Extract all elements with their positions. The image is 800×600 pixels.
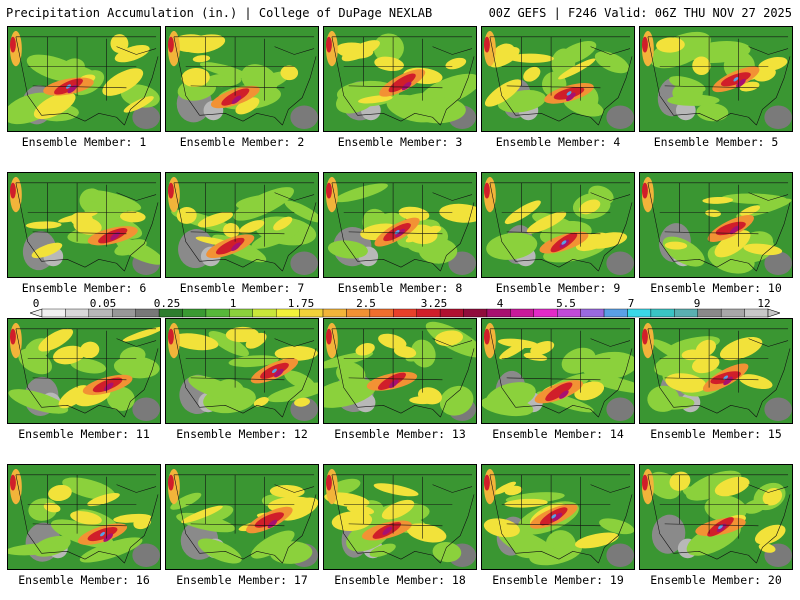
- ensemble-map-panel: [481, 26, 635, 132]
- ensemble-map-panel: [165, 318, 319, 424]
- colorbar-segment: [603, 308, 628, 318]
- ensemble-member-label: Ensemble Member: 5: [653, 135, 779, 149]
- colorbar-segment: [533, 308, 558, 318]
- colorbar-tick-label: 1: [229, 297, 237, 310]
- colorbar-segment: [463, 308, 488, 318]
- colorbar-segment: [416, 308, 441, 318]
- ensemble-map-panel: [7, 318, 161, 424]
- colorbar-segment: [486, 308, 511, 318]
- ensemble-member-label: Ensemble Member: 6: [21, 281, 147, 295]
- colorbar-segment: [65, 308, 90, 318]
- colorbar-tick-label: 5.5: [556, 297, 576, 310]
- ensemble-map-panel: [323, 172, 477, 278]
- valid-time-title: 00Z GEFS | F246 Valid: 06Z THU NOV 27 20…: [488, 6, 792, 20]
- ensemble-member-label: Ensemble Member: 15: [650, 427, 782, 441]
- ensemble-map-panel: [7, 26, 161, 132]
- ensemble-map-panel: [7, 172, 161, 278]
- ensemble-member-label: Ensemble Member: 20: [650, 573, 782, 587]
- ensemble-member-label: Ensemble Member: 14: [492, 427, 624, 441]
- colorbar-segment: [697, 308, 722, 318]
- colorbar-segment: [135, 308, 160, 318]
- colorbar-segment: [275, 308, 300, 318]
- colorbar-tick-label: 0.25: [153, 297, 181, 310]
- ensemble-member-label: Ensemble Member: 11: [18, 427, 150, 441]
- colorbar-segment: [346, 308, 371, 318]
- ensemble-member-label: Ensemble Member: 19: [492, 573, 624, 587]
- ensemble-member-label: Ensemble Member: 13: [334, 427, 466, 441]
- colorbar-segment: [88, 308, 113, 318]
- colorbar-tick-label: 7: [627, 297, 635, 310]
- colorbar-segment: [674, 308, 698, 318]
- colorbar-max-arrow: [767, 308, 780, 318]
- colorbar-segment: [393, 308, 417, 318]
- colorbar-tick-label: 0.05: [89, 297, 117, 310]
- ensemble-map-panel: [323, 26, 477, 132]
- colorbar-tick-label: 9: [693, 297, 701, 310]
- colorbar-segment: [369, 308, 394, 318]
- ensemble-member-label: Ensemble Member: 4: [495, 135, 621, 149]
- colorbar-segment: [229, 308, 253, 318]
- colorbar-tick-label: 4: [496, 297, 504, 310]
- colorbar-segment: [182, 308, 207, 318]
- ensemble-member-label: Ensemble Member: 10: [650, 281, 782, 295]
- ensemble-member-label: Ensemble Member: 3: [337, 135, 463, 149]
- colorbar-segment: [720, 308, 745, 318]
- precip-colorbar: [30, 308, 780, 318]
- ensemble-map-panel: [165, 26, 319, 132]
- ensemble-member-label: Ensemble Member: 17: [176, 573, 308, 587]
- colorbar-segment: [557, 308, 581, 318]
- colorbar-tick-label: 0: [32, 297, 40, 310]
- ensemble-map-panel: [323, 464, 477, 570]
- colorbar-segment: [112, 308, 136, 318]
- colorbar-segment: [510, 308, 535, 318]
- ensemble-member-label: Ensemble Member: 16: [18, 573, 150, 587]
- colorbar-segment: [252, 308, 277, 318]
- colorbar-segment: [627, 308, 652, 318]
- ensemble-map-panel: [165, 464, 319, 570]
- ensemble-map-panel: [165, 172, 319, 278]
- colorbar-segment: [41, 308, 66, 318]
- colorbar-segment: [299, 308, 324, 318]
- colorbar-min-arrow: [30, 308, 43, 318]
- ensemble-member-label: Ensemble Member: 2: [179, 135, 305, 149]
- ensemble-map-panel: [481, 318, 635, 424]
- colorbar-segment: [158, 308, 183, 318]
- map-title: Precipitation Accumulation (in.) | Colle…: [6, 6, 433, 20]
- colorbar-segment: [439, 308, 464, 318]
- colorbar-segment: [205, 308, 230, 318]
- colorbar-segment: [322, 308, 347, 318]
- ensemble-map-panel: [7, 464, 161, 570]
- ensemble-map-panel: [323, 318, 477, 424]
- colorbar-tick-label: 1.75: [287, 297, 315, 310]
- ensemble-member-label: Ensemble Member: 18: [334, 573, 466, 587]
- colorbar-segment: [650, 308, 675, 318]
- ensemble-member-label: Ensemble Member: 8: [337, 281, 463, 295]
- ensemble-map-panel: [639, 318, 793, 424]
- ensemble-member-label: Ensemble Member: 9: [495, 281, 621, 295]
- ensemble-map-panel: [639, 464, 793, 570]
- ensemble-member-label: Ensemble Member: 12: [176, 427, 308, 441]
- colorbar-tick-label: 12: [757, 297, 771, 310]
- colorbar-tick-label: 2.5: [356, 297, 376, 310]
- ensemble-map-panel: [481, 464, 635, 570]
- colorbar-segment: [744, 308, 769, 318]
- ensemble-map-panel: [481, 172, 635, 278]
- colorbar-tick-label: 3.25: [420, 297, 448, 310]
- ensemble-map-panel: [639, 26, 793, 132]
- ensemble-member-label: Ensemble Member: 7: [179, 281, 305, 295]
- ensemble-member-label: Ensemble Member: 1: [21, 135, 147, 149]
- colorbar-segment: [580, 308, 605, 318]
- ensemble-map-panel: [639, 172, 793, 278]
